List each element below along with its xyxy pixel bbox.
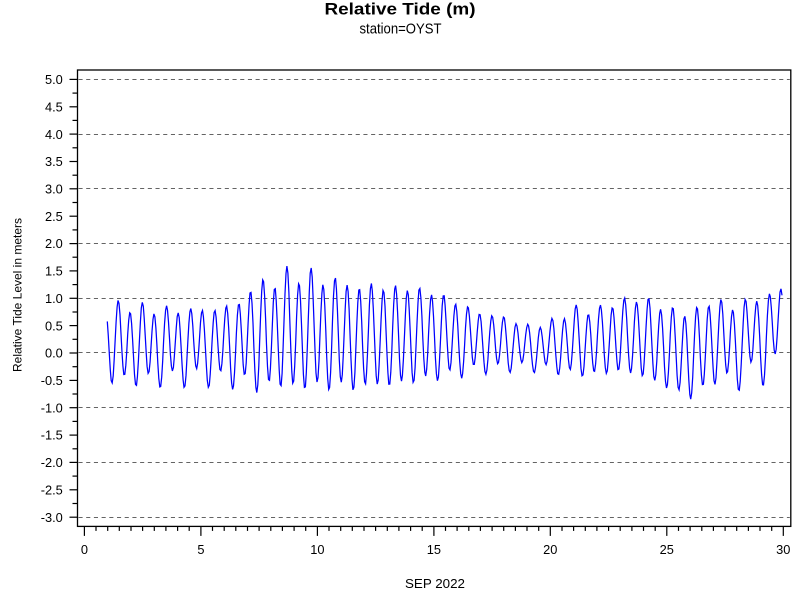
svg-text:0: 0	[81, 542, 88, 557]
svg-text:15: 15	[427, 542, 441, 557]
svg-text:SEP 2022: SEP 2022	[405, 576, 465, 591]
svg-text:-1.5: -1.5	[41, 428, 63, 443]
svg-text:1.0: 1.0	[45, 291, 63, 306]
svg-text:5.0: 5.0	[45, 72, 63, 87]
svg-text:3.0: 3.0	[45, 182, 63, 197]
svg-text:0.0: 0.0	[45, 346, 63, 361]
svg-text:2.0: 2.0	[45, 236, 63, 251]
svg-text:Relative Tide Level in meters: Relative Tide Level in meters	[10, 218, 24, 372]
svg-text:1.5: 1.5	[45, 264, 63, 279]
svg-text:4.0: 4.0	[45, 127, 63, 142]
svg-text:-1.0: -1.0	[41, 400, 63, 415]
svg-text:-0.5: -0.5	[41, 373, 63, 388]
svg-text:5: 5	[197, 542, 204, 557]
svg-text:25: 25	[660, 542, 674, 557]
svg-text:Relative Tide (m): Relative Tide (m)	[325, 0, 476, 19]
svg-text:0.5: 0.5	[45, 318, 63, 333]
svg-text:10: 10	[310, 542, 324, 557]
svg-text:-3.0: -3.0	[41, 510, 63, 525]
svg-text:station=OYST: station=OYST	[360, 21, 442, 38]
svg-text:2.5: 2.5	[45, 209, 63, 224]
svg-text:-2.0: -2.0	[41, 455, 63, 470]
svg-text:30: 30	[776, 542, 790, 557]
svg-text:-2.5: -2.5	[41, 482, 63, 497]
svg-text:20: 20	[543, 542, 557, 557]
svg-text:3.5: 3.5	[45, 154, 63, 169]
svg-text:4.5: 4.5	[45, 99, 63, 114]
